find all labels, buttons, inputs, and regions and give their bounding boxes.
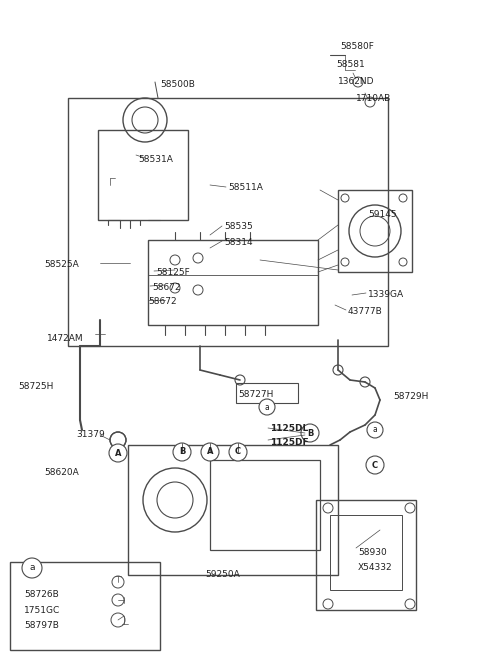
Bar [330,515,402,590]
Text: 58672: 58672 [148,297,177,306]
Bar [236,383,298,403]
Text: 58581: 58581 [336,60,365,69]
Text: 43777B: 43777B [348,307,383,316]
Bar [98,130,188,220]
Text: 59145: 59145 [368,210,396,219]
Bar [148,240,318,325]
Text: C: C [372,461,378,470]
Text: a: a [264,403,269,411]
Text: 31379: 31379 [76,430,105,439]
Text: 1472AM: 1472AM [47,334,84,343]
Text: 1710AB: 1710AB [356,94,391,103]
Text: 58726B: 58726B [24,590,59,599]
Text: 1339GA: 1339GA [368,290,404,299]
Text: 58725H: 58725H [18,382,53,391]
Circle shape [109,444,127,462]
Text: 58620A: 58620A [44,468,79,477]
Text: 58531A: 58531A [138,155,173,164]
Text: A: A [115,449,121,457]
Text: B: B [179,447,185,457]
Text: A: A [207,447,213,457]
Bar [316,500,416,610]
Text: X54332: X54332 [358,563,393,572]
Text: 58511A: 58511A [228,183,263,192]
Circle shape [229,443,247,461]
Circle shape [366,456,384,474]
Text: B: B [307,428,313,438]
Text: 58500B: 58500B [160,80,195,89]
Circle shape [201,443,219,461]
Bar [10,562,160,650]
Circle shape [301,424,319,442]
Text: 58125F: 58125F [156,268,190,277]
Bar [68,98,388,346]
Text: a: a [372,426,377,434]
Bar [210,460,320,550]
Text: C: C [235,447,241,457]
Text: 58797B: 58797B [24,621,59,630]
Circle shape [22,558,42,578]
Text: 1751GC: 1751GC [24,606,60,615]
Text: 58525A: 58525A [44,260,79,269]
Text: 59250A: 59250A [205,570,240,579]
Text: 1125DL: 1125DL [270,424,308,433]
Text: a: a [29,564,35,573]
Text: 1125DF: 1125DF [270,438,309,447]
Text: 1362ND: 1362ND [338,77,374,86]
Text: 58729H: 58729H [393,392,428,401]
Bar [338,190,412,272]
Text: 58535: 58535 [224,222,253,231]
Text: 58930: 58930 [358,548,387,557]
Circle shape [259,399,275,415]
Bar [128,445,338,575]
Text: 58672: 58672 [152,283,180,292]
Text: 58727H: 58727H [238,390,274,399]
Circle shape [367,422,383,438]
Text: 58580F: 58580F [340,42,374,51]
Circle shape [173,443,191,461]
Text: 58314: 58314 [224,238,252,247]
